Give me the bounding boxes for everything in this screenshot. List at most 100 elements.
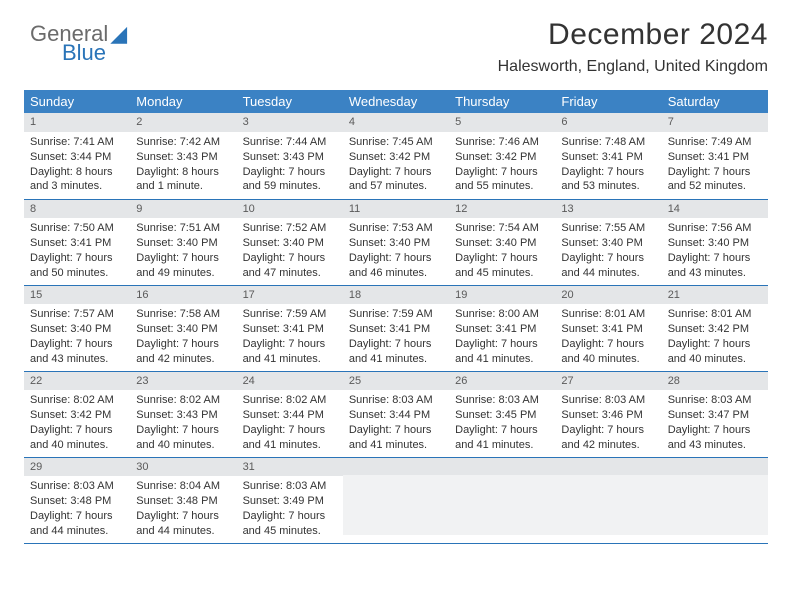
day-body: Sunrise: 8:01 AMSunset: 3:41 PMDaylight:…	[555, 304, 661, 368]
col-monday: Monday	[130, 90, 236, 113]
sunset-text: Sunset: 3:43 PM	[243, 150, 337, 165]
daylight-text: Daylight: 7 hours	[243, 423, 337, 438]
sunrise-text: Sunrise: 7:59 AM	[243, 307, 337, 322]
day-cell: 17Sunrise: 7:59 AMSunset: 3:41 PMDayligh…	[237, 285, 343, 371]
daylight-text: Daylight: 7 hours	[30, 509, 124, 524]
day-cell: 22Sunrise: 8:02 AMSunset: 3:42 PMDayligh…	[24, 371, 130, 457]
daylight-text: Daylight: 7 hours	[243, 251, 337, 266]
day-body: Sunrise: 7:59 AMSunset: 3:41 PMDaylight:…	[237, 304, 343, 368]
day-cell	[343, 457, 449, 543]
day-number: 1	[24, 113, 130, 132]
day-cell: 7Sunrise: 7:49 AMSunset: 3:41 PMDaylight…	[662, 113, 768, 199]
sunrise-text: Sunrise: 8:02 AM	[136, 393, 230, 408]
sunset-text: Sunset: 3:40 PM	[349, 236, 443, 251]
daylight-text: and 55 minutes.	[455, 179, 549, 194]
day-cell: 16Sunrise: 7:58 AMSunset: 3:40 PMDayligh…	[130, 285, 236, 371]
day-body: Sunrise: 7:45 AMSunset: 3:42 PMDaylight:…	[343, 132, 449, 196]
day-cell: 10Sunrise: 7:52 AMSunset: 3:40 PMDayligh…	[237, 199, 343, 285]
daylight-text: Daylight: 7 hours	[243, 165, 337, 180]
day-number: 5	[449, 113, 555, 132]
day-cell: 13Sunrise: 7:55 AMSunset: 3:40 PMDayligh…	[555, 199, 661, 285]
day-number: 30	[130, 458, 236, 477]
location-subtitle: Halesworth, England, United Kingdom	[24, 58, 768, 76]
daylight-text: Daylight: 7 hours	[668, 337, 762, 352]
daylight-text: and 41 minutes.	[243, 438, 337, 453]
day-body: Sunrise: 8:03 AMSunset: 3:49 PMDaylight:…	[237, 476, 343, 540]
daylight-text: and 41 minutes.	[349, 352, 443, 367]
sunset-text: Sunset: 3:41 PM	[561, 322, 655, 337]
day-number: 9	[130, 200, 236, 219]
day-cell: 31Sunrise: 8:03 AMSunset: 3:49 PMDayligh…	[237, 457, 343, 543]
day-number: 3	[237, 113, 343, 132]
daylight-text: Daylight: 7 hours	[136, 251, 230, 266]
daylight-text: and 57 minutes.	[349, 179, 443, 194]
day-number: 19	[449, 286, 555, 305]
day-cell: 8Sunrise: 7:50 AMSunset: 3:41 PMDaylight…	[24, 199, 130, 285]
daylight-text: Daylight: 7 hours	[136, 423, 230, 438]
sunrise-text: Sunrise: 8:03 AM	[243, 479, 337, 494]
sunset-text: Sunset: 3:47 PM	[668, 408, 762, 423]
day-body: Sunrise: 7:54 AMSunset: 3:40 PMDaylight:…	[449, 218, 555, 282]
day-body: Sunrise: 8:03 AMSunset: 3:47 PMDaylight:…	[662, 390, 768, 454]
daylight-text: and 43 minutes.	[668, 266, 762, 281]
day-body: Sunrise: 8:03 AMSunset: 3:48 PMDaylight:…	[24, 476, 130, 540]
sunset-text: Sunset: 3:41 PM	[561, 150, 655, 165]
col-saturday: Saturday	[662, 90, 768, 113]
daylight-text: Daylight: 7 hours	[561, 423, 655, 438]
day-cell: 14Sunrise: 7:56 AMSunset: 3:40 PMDayligh…	[662, 199, 768, 285]
sunset-text: Sunset: 3:40 PM	[668, 236, 762, 251]
day-body: Sunrise: 7:58 AMSunset: 3:40 PMDaylight:…	[130, 304, 236, 368]
daylight-text: Daylight: 7 hours	[243, 337, 337, 352]
day-body: Sunrise: 8:03 AMSunset: 3:46 PMDaylight:…	[555, 390, 661, 454]
sunset-text: Sunset: 3:46 PM	[561, 408, 655, 423]
daylight-text: and 42 minutes.	[136, 352, 230, 367]
daylight-text: and 53 minutes.	[561, 179, 655, 194]
day-cell: 27Sunrise: 8:03 AMSunset: 3:46 PMDayligh…	[555, 371, 661, 457]
day-number: 24	[237, 372, 343, 391]
sunrise-text: Sunrise: 7:59 AM	[349, 307, 443, 322]
day-number: 8	[24, 200, 130, 219]
day-number: 22	[24, 372, 130, 391]
day-number: 20	[555, 286, 661, 305]
day-number: 15	[24, 286, 130, 305]
day-body-empty	[449, 475, 555, 535]
day-body: Sunrise: 8:00 AMSunset: 3:41 PMDaylight:…	[449, 304, 555, 368]
day-body-empty	[662, 475, 768, 535]
brand-logo: General◢ Blue	[30, 22, 127, 64]
day-cell: 6Sunrise: 7:48 AMSunset: 3:41 PMDaylight…	[555, 113, 661, 199]
day-cell	[555, 457, 661, 543]
daylight-text: and 3 minutes.	[30, 179, 124, 194]
col-thursday: Thursday	[449, 90, 555, 113]
day-cell: 29Sunrise: 8:03 AMSunset: 3:48 PMDayligh…	[24, 457, 130, 543]
day-cell	[449, 457, 555, 543]
sunset-text: Sunset: 3:43 PM	[136, 150, 230, 165]
day-number: 23	[130, 372, 236, 391]
day-body: Sunrise: 7:51 AMSunset: 3:40 PMDaylight:…	[130, 218, 236, 282]
day-number: 25	[343, 372, 449, 391]
daylight-text: Daylight: 7 hours	[668, 423, 762, 438]
day-cell: 26Sunrise: 8:03 AMSunset: 3:45 PMDayligh…	[449, 371, 555, 457]
day-body: Sunrise: 7:42 AMSunset: 3:43 PMDaylight:…	[130, 132, 236, 196]
day-body: Sunrise: 7:44 AMSunset: 3:43 PMDaylight:…	[237, 132, 343, 196]
sunrise-text: Sunrise: 8:01 AM	[561, 307, 655, 322]
day-body: Sunrise: 8:02 AMSunset: 3:44 PMDaylight:…	[237, 390, 343, 454]
day-body: Sunrise: 8:01 AMSunset: 3:42 PMDaylight:…	[662, 304, 768, 368]
day-number: 2	[130, 113, 236, 132]
daylight-text: and 42 minutes.	[561, 438, 655, 453]
daylight-text: Daylight: 7 hours	[243, 509, 337, 524]
calendar-table: Sunday Monday Tuesday Wednesday Thursday…	[24, 90, 768, 544]
sunrise-text: Sunrise: 7:52 AM	[243, 221, 337, 236]
day-body-empty	[555, 475, 661, 535]
month-title: December 2024	[24, 18, 768, 52]
day-body-empty	[343, 475, 449, 535]
day-number: 18	[343, 286, 449, 305]
logo-triangle-icon: ◢	[110, 22, 127, 45]
sunrise-text: Sunrise: 7:46 AM	[455, 135, 549, 150]
daylight-text: Daylight: 7 hours	[561, 165, 655, 180]
daylight-text: and 1 minute.	[136, 179, 230, 194]
daylight-text: Daylight: 7 hours	[136, 337, 230, 352]
sunrise-text: Sunrise: 8:03 AM	[30, 479, 124, 494]
sunrise-text: Sunrise: 7:55 AM	[561, 221, 655, 236]
sunrise-text: Sunrise: 7:44 AM	[243, 135, 337, 150]
sunset-text: Sunset: 3:42 PM	[349, 150, 443, 165]
